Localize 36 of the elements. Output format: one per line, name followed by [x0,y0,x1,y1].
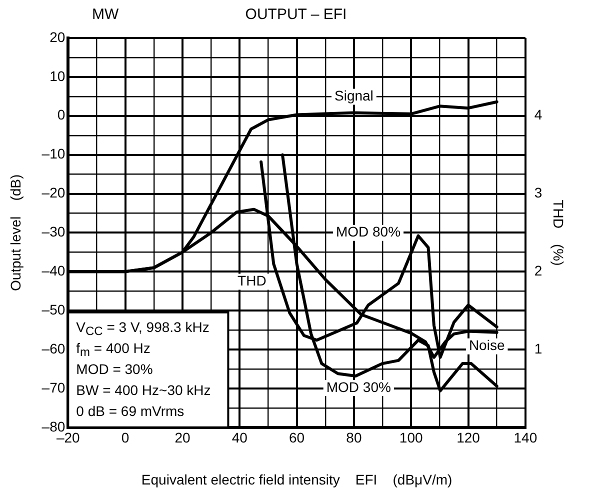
y2-tick-label: 1 [534,340,542,356]
series-label: MOD 30% [326,378,391,395]
x-tick-label: 20 [174,430,190,446]
series-label: Signal [334,88,374,104]
y2-tick-label: 3 [534,184,542,201]
annotation: THD [238,272,266,289]
x-tick-label: 0 [121,430,130,446]
y-tick-label: 0 [57,106,66,123]
y2-tick-label: 2 [534,262,542,278]
series-label: Noise [468,337,505,354]
y2-tick-label: 4 [534,106,542,123]
annotation: MOD = 30% [76,360,153,377]
x-tick-label: 60 [288,430,305,446]
y-tick-label: –50 [42,301,66,318]
x-tick-label: 120 [456,430,480,446]
y-tick-label: –70 [42,379,66,396]
x-tick-label: 100 [399,430,423,446]
y-tick-label: –10 [42,146,66,162]
y-tick-label: 10 [50,68,66,84]
y-tick-label: –80 [42,418,66,434]
y-tick-label: –60 [42,340,66,356]
y-tick-label: –30 [42,224,66,240]
x-tick-label: 80 [346,430,362,446]
annotation: BW = 400 Hz~30 kHz [76,382,211,398]
x-axis-title: Equivalent electric field intensity EFI (dBμV/m) [141,471,452,488]
y-tick-label: –20 [42,184,66,201]
y-tick-label: 20 [50,28,66,45]
y-axis-title: Output level (dB) [7,174,24,292]
annotation: 0 dB = 69 mVrms [76,402,184,419]
y2-axis-title: THD (%) [550,200,567,266]
chart-title: OUTPUT – EFI [245,6,347,23]
y-tick-label: –40 [42,262,66,278]
x-tick-label: 140 [514,430,538,446]
x-tick-label: 40 [232,430,248,446]
chart-subtitle: MW [92,6,119,23]
series-label: MOD 80% [336,224,401,240]
